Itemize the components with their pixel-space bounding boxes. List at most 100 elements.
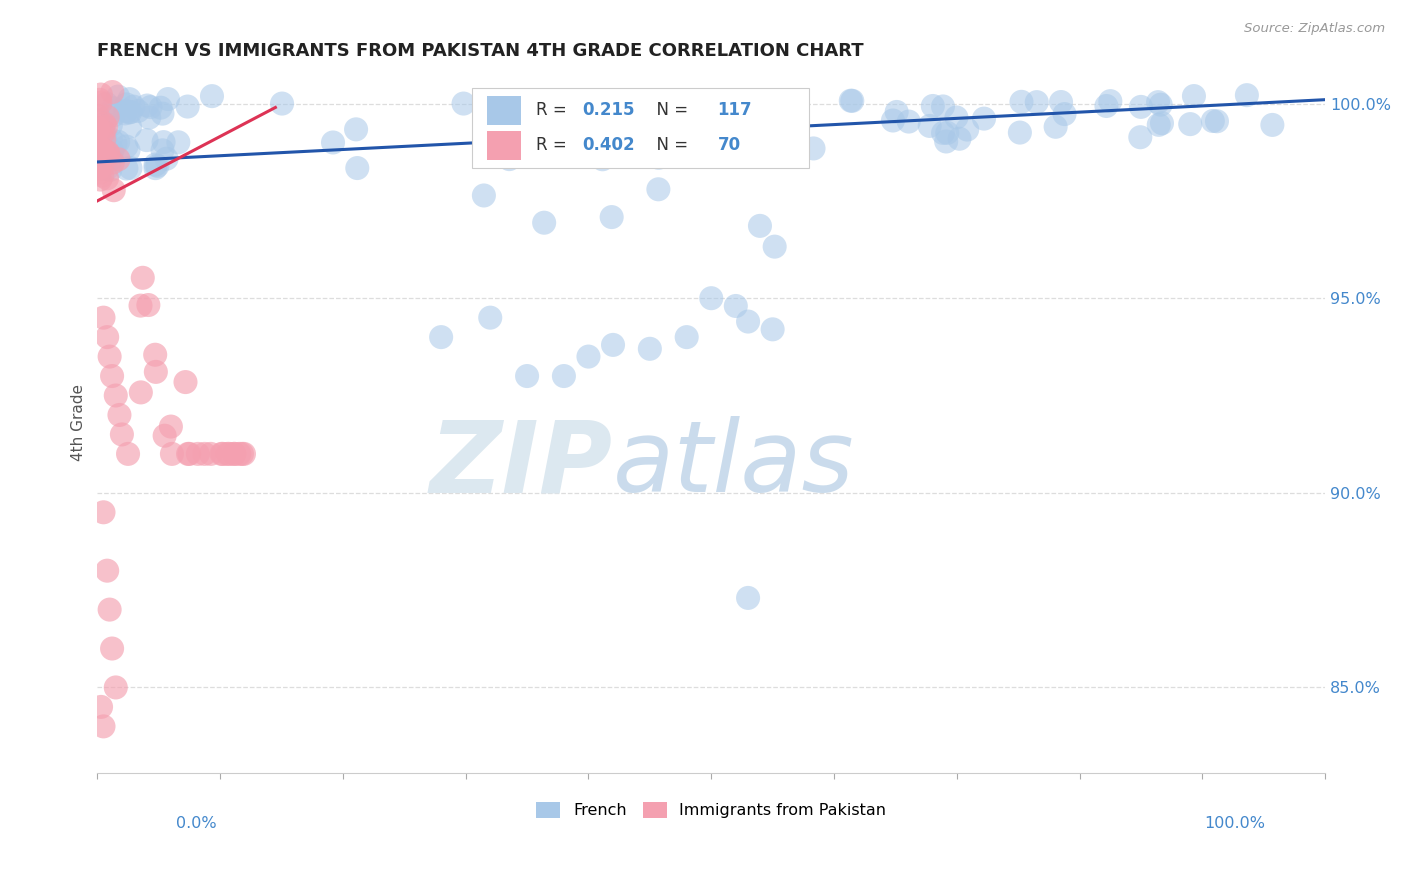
Point <box>94 151 117 165</box>
Point <box>97 145 120 160</box>
Point <box>217 447 239 461</box>
Point <box>108 408 131 422</box>
Text: 117: 117 <box>717 102 752 120</box>
Text: FRENCH VS IMMIGRANTS FROM PAKISTAN 4TH GRADE CORRELATION CHART: FRENCH VS IMMIGRANTS FROM PAKISTAN 4TH G… <box>97 42 863 60</box>
Point <box>152 135 174 149</box>
Point <box>96 171 118 186</box>
Point <box>87 120 110 135</box>
Point <box>98 602 121 616</box>
Point <box>1050 95 1073 109</box>
Point <box>101 109 124 123</box>
Point <box>100 162 122 177</box>
Text: N =: N = <box>647 136 693 154</box>
Text: 0.0%: 0.0% <box>176 816 217 831</box>
Point <box>101 369 124 384</box>
Point <box>86 139 108 153</box>
Text: 70: 70 <box>717 136 741 154</box>
Point <box>271 96 294 111</box>
Point <box>93 505 115 519</box>
Point <box>218 447 240 461</box>
Point <box>107 89 129 103</box>
Point <box>129 385 152 400</box>
Point <box>91 150 114 164</box>
Point <box>647 151 669 165</box>
Point <box>956 122 979 136</box>
Point <box>91 128 114 142</box>
Point <box>1202 114 1225 128</box>
Point <box>96 330 118 344</box>
Point <box>103 183 125 197</box>
Point <box>93 132 115 146</box>
Point <box>489 99 512 113</box>
Point <box>479 310 502 325</box>
Point <box>179 447 201 461</box>
Point <box>737 591 759 605</box>
Point <box>117 447 139 461</box>
Point <box>120 161 142 175</box>
Point <box>152 106 174 120</box>
Point <box>86 109 108 123</box>
Point <box>453 96 475 111</box>
Point <box>91 148 114 162</box>
FancyBboxPatch shape <box>472 87 810 169</box>
Point <box>93 310 115 325</box>
Point <box>115 161 138 176</box>
Point <box>1236 88 1258 103</box>
Point <box>160 419 183 434</box>
Point <box>1150 97 1173 112</box>
Point <box>89 146 111 161</box>
Point <box>516 369 538 384</box>
Point <box>231 447 253 461</box>
Text: ZIP: ZIP <box>430 417 613 513</box>
Point <box>602 338 624 352</box>
Point <box>211 447 233 461</box>
Point <box>127 103 149 118</box>
Point <box>498 152 520 166</box>
Point <box>160 447 183 461</box>
Point <box>201 89 224 103</box>
Point <box>932 99 955 113</box>
Point <box>87 165 110 179</box>
Point <box>89 93 111 107</box>
Point <box>1147 95 1170 110</box>
Point <box>695 140 717 154</box>
Point <box>101 145 124 159</box>
Point <box>700 291 723 305</box>
Point <box>841 94 863 108</box>
Point <box>167 136 190 150</box>
Point <box>96 96 118 111</box>
Point <box>948 132 970 146</box>
Point <box>120 120 142 134</box>
Point <box>120 105 142 120</box>
Point <box>187 447 209 461</box>
Point <box>1053 107 1076 121</box>
Point <box>114 103 136 118</box>
Point <box>564 96 586 111</box>
Point <box>322 136 344 150</box>
Point <box>104 136 127 151</box>
Point <box>600 210 623 224</box>
Point <box>1129 130 1152 145</box>
Point <box>87 161 110 176</box>
Point <box>87 122 110 136</box>
Point <box>921 99 943 113</box>
Point <box>91 143 114 157</box>
Point <box>647 182 669 196</box>
Point <box>533 216 555 230</box>
Text: 100.0%: 100.0% <box>1205 816 1265 831</box>
Text: Source: ZipAtlas.com: Source: ZipAtlas.com <box>1244 22 1385 36</box>
Point <box>1025 95 1047 109</box>
Text: N =: N = <box>647 102 693 120</box>
Text: 0.402: 0.402 <box>582 136 636 154</box>
Point <box>1099 94 1122 108</box>
Point <box>578 350 600 364</box>
Point <box>153 428 176 442</box>
Point <box>233 447 256 461</box>
Legend: French, Immigrants from Pakistan: French, Immigrants from Pakistan <box>530 796 893 825</box>
Point <box>724 299 747 313</box>
Point <box>1011 95 1033 109</box>
Point <box>592 153 614 167</box>
Point <box>90 700 112 714</box>
Point <box>107 153 129 167</box>
Point <box>87 113 110 128</box>
